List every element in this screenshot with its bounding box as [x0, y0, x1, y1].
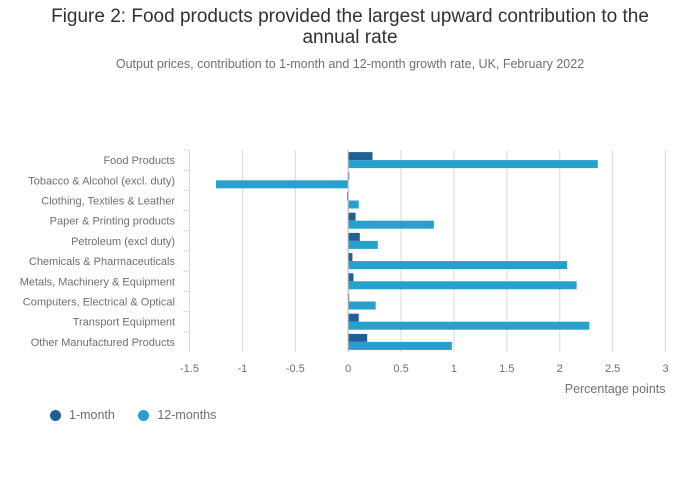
bar-12-months[interactable] [348, 160, 598, 169]
bar-12-months[interactable] [215, 180, 349, 189]
y-tick-label: Transport Equipment [73, 317, 175, 329]
y-tick-label: Food Products [103, 155, 175, 167]
x-tick-label: 2 [557, 363, 563, 375]
bar-12-months[interactable] [348, 220, 434, 229]
y-tick-label: Computers, Electrical & Optical [23, 297, 175, 309]
y-tick-label: Clothing, Textiles & Leather [41, 196, 175, 208]
y-tick-label: Chemicals & Pharmaceuticals [29, 256, 176, 268]
bar-1-month[interactable] [348, 212, 356, 221]
bar-1-month[interactable] [347, 192, 349, 201]
bar-1-month[interactable] [348, 232, 360, 241]
x-tick-label: 1 [451, 363, 457, 375]
bar-12-months[interactable] [348, 281, 577, 290]
bar-1-month[interactable] [348, 172, 350, 181]
y-tick-label: Tobacco & Alcohol (excl. duty) [28, 175, 175, 187]
legend-label-1-month: 1-month [69, 408, 115, 422]
chart-title-line-2: annual rate [302, 27, 398, 48]
bar-12-months[interactable] [348, 240, 378, 249]
bar-12-months[interactable] [348, 261, 568, 270]
x-tick-label: 3 [662, 363, 668, 375]
x-tick-label: 0 [345, 363, 351, 375]
legend-swatch-1-month [50, 409, 61, 421]
bar-1-month[interactable] [348, 152, 373, 161]
legend-item-12-months[interactable]: 12-months [138, 408, 216, 422]
x-tick-label: -1 [237, 363, 247, 375]
legend-swatch-12-months [138, 409, 150, 421]
legend-label-12-months: 12-months [157, 408, 217, 422]
chart-title: Figure 2: Food products provided the lar… [0, 6, 700, 48]
x-tick-label: 1.5 [499, 363, 514, 375]
bar-1-month[interactable] [348, 313, 359, 322]
chart-subtitle: Output prices, contribution to 1-month a… [115, 57, 585, 71]
bar-12-months[interactable] [348, 321, 590, 330]
bar-1-month[interactable] [348, 253, 353, 262]
x-tick-label: -1.5 [180, 363, 199, 375]
y-tick-label: Other Manufactured Products [31, 337, 176, 349]
y-tick-label: Petroleum (excl duty) [71, 236, 175, 248]
y-tick-label: Paper & Printing products [50, 216, 176, 228]
bar-12-months[interactable] [348, 341, 452, 350]
chart-title-line-1: Figure 2: Food products provided the lar… [51, 6, 649, 27]
legend: 1-month 12-months [50, 408, 236, 424]
bar-12-months[interactable] [348, 200, 359, 209]
legend-item-1-month[interactable]: 1-month [50, 408, 115, 422]
x-axis-title: Percentage points [565, 382, 666, 396]
bar-1-month[interactable] [348, 333, 368, 342]
x-tick-label: 0.5 [393, 363, 408, 375]
bar-12-months[interactable] [348, 301, 376, 310]
x-tick-label: -0.5 [286, 363, 305, 375]
x-tick-label: 2.5 [605, 363, 620, 375]
bar-1-month[interactable] [348, 273, 354, 282]
y-tick-label: Metals, Machinery & Equipment [20, 276, 175, 288]
